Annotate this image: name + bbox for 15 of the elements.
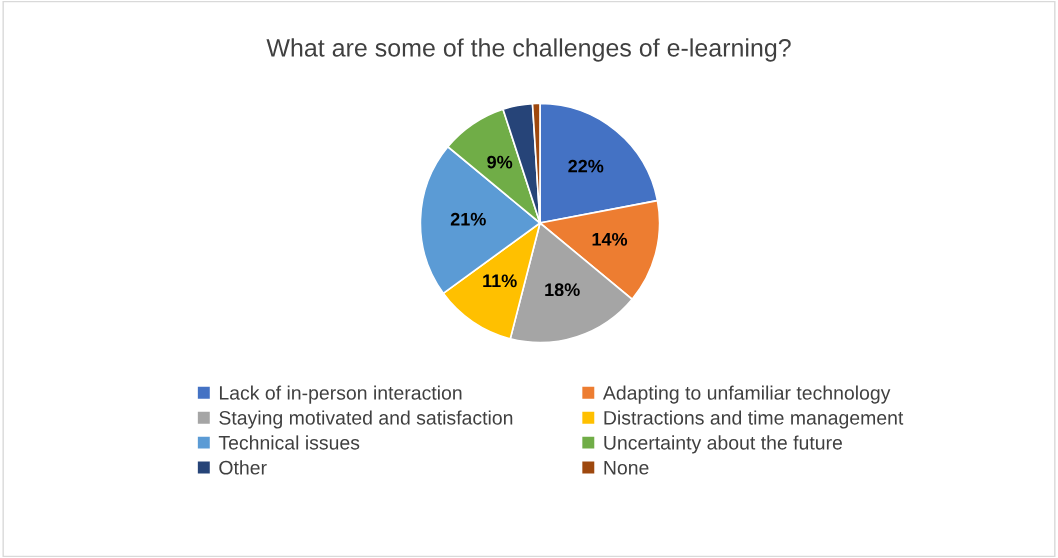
legend-label: Other bbox=[219, 460, 267, 475]
data-label: 21% bbox=[450, 212, 486, 226]
chart-title: What are some of the challenges of e-learning? bbox=[266, 38, 791, 62]
legend-label: None bbox=[604, 461, 649, 475]
legend-label: Distractions and time management bbox=[604, 410, 904, 429]
legend-label: Uncertainty about the future bbox=[604, 435, 842, 454]
data-label: 11% bbox=[483, 274, 517, 288]
data-label: 14% bbox=[592, 232, 628, 246]
legend-label: Lack of in-person interaction bbox=[219, 385, 462, 404]
data-label: 18% bbox=[545, 283, 580, 297]
data-label: 9% bbox=[487, 155, 513, 169]
data-label: 22% bbox=[568, 159, 604, 173]
legend-label: Staying motivated and satisfaction bbox=[219, 410, 513, 429]
legend-label: Adapting to unfamiliar technology bbox=[602, 385, 891, 404]
legend-label: Technical issues bbox=[218, 435, 360, 450]
